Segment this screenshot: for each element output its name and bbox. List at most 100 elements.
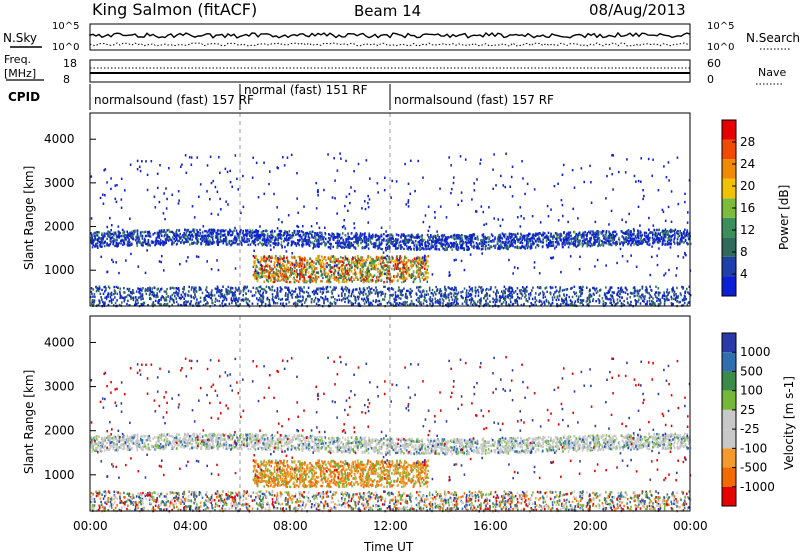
power-echo [316,243,318,247]
power-echo [279,232,282,235]
power-echo [424,243,426,246]
power-echo [237,232,240,236]
power-echo [368,269,370,273]
power-echo [100,242,102,245]
power-echo [329,257,332,261]
power-echo [255,255,257,258]
power-echo [292,234,294,237]
power-echo [260,287,263,291]
power-echo [417,241,420,244]
power-echo [188,233,191,237]
power-echo [390,275,393,279]
power-echo [188,237,191,240]
power-echo [92,239,95,242]
power-echo [256,239,258,242]
power-echo [668,229,671,233]
power-echo [100,239,103,242]
power-echo [266,239,268,242]
power-echo [393,243,396,247]
power-echo [359,288,361,291]
power-echo [455,236,458,239]
power-echo [279,279,281,283]
power-echo [316,292,319,295]
noise-panel: N.Sky 10^5 10^0 10^5 10^0 N.Search [3,21,800,53]
power-echo [560,299,563,302]
power-echo [320,238,323,241]
power-echo [667,231,670,234]
power-echo [176,228,178,232]
power-echo [432,235,435,238]
power-echo [540,300,543,303]
power-echo [348,237,350,240]
noise-right-tick-top: 10^5 [707,21,734,32]
power-echo [238,236,240,239]
power-echo [553,235,556,239]
power-echo [348,277,350,280]
power-echo [687,291,689,294]
power-echo [363,278,365,281]
power-echo [345,275,348,279]
power-echo [293,230,296,233]
power-echo [418,302,421,305]
power-echo [608,241,610,244]
power-echo [354,268,356,272]
power-echo [490,245,492,248]
power-echo [275,242,277,245]
power-echo [633,238,636,242]
power-echo [280,274,282,277]
power-echo [371,235,373,238]
power-echo [430,246,433,250]
power-echo [114,292,117,295]
power-echo [230,234,232,237]
power-echo [602,244,605,247]
power-echo [148,243,150,246]
power-echo [187,240,190,243]
power-echo [135,236,137,239]
power-echo [331,266,333,269]
power-echo [382,259,384,263]
power-echo [237,235,239,238]
power-echo [607,239,610,243]
power-echo [674,228,677,231]
power-echo [289,266,292,269]
power-echo [449,241,452,245]
power-echo [548,301,550,305]
power-echo [482,244,484,248]
power-echo [333,266,335,269]
power-echo [120,239,123,243]
power-echo [499,300,501,303]
power-echo [395,258,398,262]
power-echo [138,238,141,242]
power-echo [310,274,312,277]
power-echo [499,239,502,242]
power-echo [455,248,458,251]
power-echo [96,242,99,245]
power-echo [654,293,656,296]
power-echo [593,237,595,240]
power-echo [330,244,332,248]
power-echo [91,236,93,239]
power-echo [163,290,166,293]
power-echo [502,241,505,244]
power-echo [301,241,304,244]
power-echo [586,232,589,235]
power-echo [201,231,204,234]
power-echo [444,247,447,250]
power-echo [321,287,324,291]
power-echo [613,238,615,241]
power-echo [478,247,480,250]
power-echo [280,243,283,246]
power-echo [640,239,642,242]
power-echo [423,267,426,271]
power-echo [321,296,324,300]
power-echo [311,271,314,274]
power-echo [465,242,468,245]
power-echo [288,280,291,284]
power-echo [275,257,278,260]
power-echo [147,303,149,307]
power-echo [401,271,403,274]
power-echo [256,280,259,283]
power-echo [276,260,278,263]
power-echo [396,295,399,298]
power-echo [118,233,120,237]
